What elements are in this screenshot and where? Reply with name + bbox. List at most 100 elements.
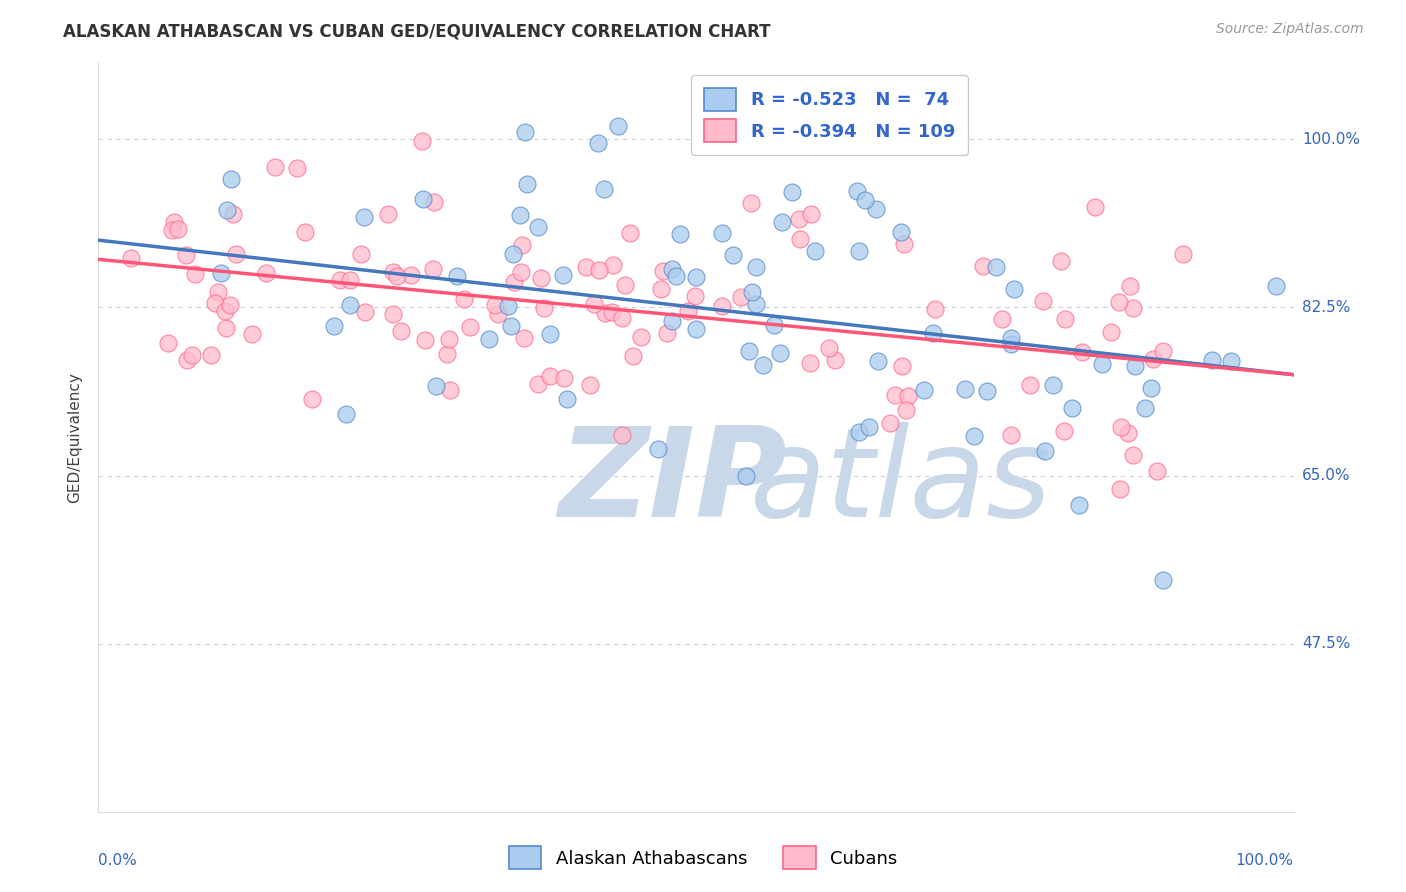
Text: Source: ZipAtlas.com: Source: ZipAtlas.com — [1216, 22, 1364, 37]
Point — [602, 258, 624, 272]
Point — [323, 319, 346, 334]
Point — [745, 297, 768, 311]
Point — [486, 307, 509, 321]
Point — [209, 267, 232, 281]
Point — [509, 208, 531, 222]
Point — [669, 227, 692, 241]
Point — [181, 348, 204, 362]
Point — [516, 177, 538, 191]
Point — [381, 265, 404, 279]
Point — [1142, 352, 1164, 367]
Point — [891, 359, 914, 373]
Point — [1018, 378, 1040, 392]
Point — [1049, 254, 1071, 268]
Point — [665, 268, 688, 283]
Point — [120, 252, 142, 266]
Point — [685, 269, 707, 284]
Point — [353, 305, 375, 319]
Point — [848, 425, 870, 439]
Point — [780, 185, 803, 199]
Point — [502, 275, 524, 289]
Point — [763, 318, 786, 332]
Point — [526, 219, 548, 234]
Point — [1032, 293, 1054, 308]
Point — [254, 266, 277, 280]
Point — [741, 285, 763, 300]
Point — [551, 268, 574, 283]
Point — [586, 136, 609, 151]
Point — [1152, 343, 1174, 358]
Text: ZIP: ZIP — [558, 422, 787, 542]
Point — [963, 429, 986, 443]
Point — [510, 264, 533, 278]
Point — [1062, 401, 1084, 415]
Point — [217, 202, 239, 217]
Point — [381, 307, 404, 321]
Point — [527, 377, 550, 392]
Point — [1002, 282, 1025, 296]
Point — [538, 326, 561, 341]
Point — [711, 299, 734, 313]
Point — [350, 247, 373, 261]
Y-axis label: GED/Equivalency: GED/Equivalency — [67, 372, 83, 502]
Point — [922, 326, 945, 340]
Point — [501, 319, 523, 334]
Point — [425, 379, 447, 393]
Point — [214, 304, 236, 318]
Point — [1201, 352, 1223, 367]
Point — [423, 195, 446, 210]
Point — [458, 320, 481, 334]
Point — [214, 320, 236, 334]
Point — [219, 172, 242, 186]
Point — [721, 248, 744, 262]
Point — [162, 215, 184, 229]
Point — [1109, 420, 1132, 434]
Point — [225, 247, 247, 261]
Point — [335, 408, 357, 422]
Point — [422, 261, 444, 276]
Point — [1140, 381, 1163, 395]
Point — [446, 268, 468, 283]
Point — [553, 370, 575, 384]
Point — [1264, 278, 1286, 293]
Text: atlas: atlas — [749, 422, 1052, 542]
Point — [377, 207, 399, 221]
Point — [329, 273, 352, 287]
Point — [222, 206, 245, 220]
Point — [207, 285, 229, 300]
Point — [976, 384, 998, 398]
Point — [612, 428, 634, 442]
Point — [1067, 499, 1090, 513]
Point — [1091, 357, 1114, 371]
Point — [512, 238, 534, 252]
Point — [734, 469, 756, 483]
Point — [897, 389, 920, 403]
Point — [894, 402, 917, 417]
Point — [1122, 448, 1144, 462]
Point — [890, 225, 912, 239]
Point — [655, 326, 678, 340]
Point — [661, 261, 683, 276]
Point — [593, 306, 616, 320]
Point — [738, 344, 761, 359]
Point — [893, 236, 915, 251]
Point — [953, 382, 976, 396]
Point — [1135, 401, 1157, 416]
Point — [630, 329, 652, 343]
Point — [661, 314, 683, 328]
Point — [744, 260, 766, 274]
Point — [740, 195, 762, 210]
Point — [858, 419, 880, 434]
Point — [619, 226, 641, 240]
Text: 47.5%: 47.5% — [1302, 636, 1350, 651]
Point — [685, 322, 707, 336]
Point — [1119, 279, 1142, 293]
Point — [439, 383, 461, 397]
Point — [1152, 573, 1174, 587]
Point — [174, 248, 197, 262]
Point — [1099, 325, 1122, 339]
Point — [853, 193, 876, 207]
Point — [752, 358, 775, 372]
Point — [555, 392, 578, 406]
Text: 65.0%: 65.0% — [1302, 468, 1350, 483]
